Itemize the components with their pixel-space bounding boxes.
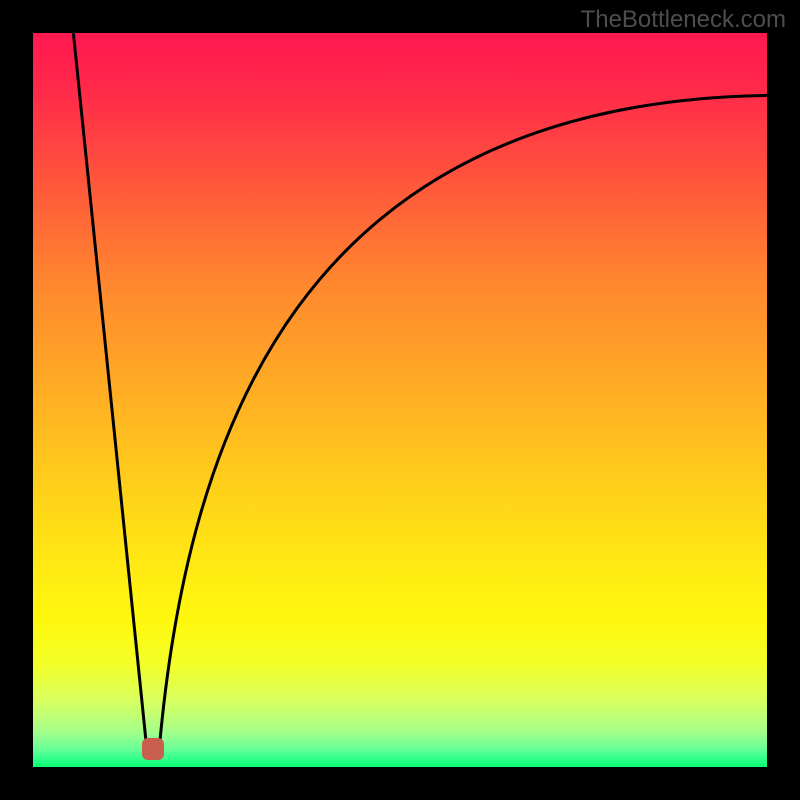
minimum-marker bbox=[142, 738, 164, 760]
bottleneck-curve bbox=[33, 33, 767, 767]
watermark-label: TheBottleneck.com bbox=[581, 6, 786, 34]
plot-area bbox=[33, 33, 767, 767]
chart-container: TheBottleneck.com bbox=[0, 0, 800, 800]
